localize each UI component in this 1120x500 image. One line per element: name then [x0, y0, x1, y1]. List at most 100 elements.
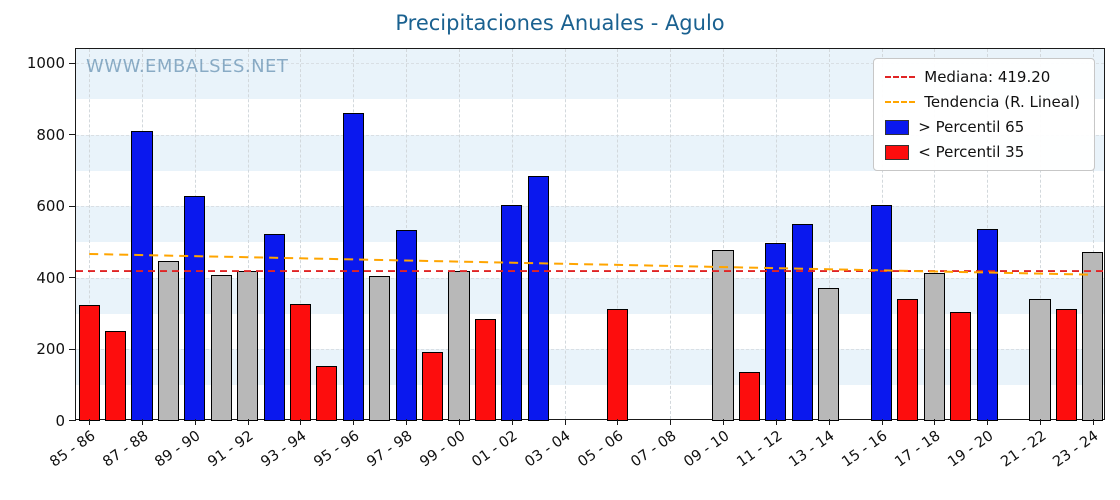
x-tick-mark	[881, 419, 883, 425]
bar-16-17	[897, 299, 919, 421]
vertical-gridline	[670, 49, 672, 419]
horizontal-gridline	[76, 277, 1104, 279]
x-tick-mark	[1092, 419, 1094, 425]
legend: Mediana: 419.20 Tendencia (R. Lineal) > …	[873, 58, 1095, 171]
background-band	[76, 206, 1104, 243]
bar-09-10	[712, 250, 734, 421]
bar-22-23	[1055, 309, 1077, 421]
bar-11-12	[765, 243, 787, 421]
y-tick-label: 200	[36, 340, 65, 359]
y-tick-mark	[69, 205, 76, 207]
x-tick-mark	[775, 419, 777, 425]
bar-89-90	[184, 195, 206, 421]
legend-label-p35: < Percentil 35	[918, 143, 1025, 161]
bar-91-92	[237, 270, 259, 421]
x-tick-label-text: 89 - 90	[152, 428, 205, 471]
bar-85-86	[78, 304, 100, 421]
bar-18-19	[950, 311, 972, 421]
y-tick-label: 800	[36, 125, 65, 144]
vertical-gridline	[617, 49, 619, 419]
red-bar-swatch-icon	[885, 144, 910, 160]
x-tick-mark	[300, 419, 302, 425]
x-tick-label-text: 93 - 94	[258, 428, 310, 471]
bar-96-97	[369, 275, 391, 421]
horizontal-gridline	[76, 63, 1104, 65]
vertical-gridline	[300, 49, 302, 419]
y-tick-label: 600	[36, 197, 65, 216]
vertical-gridline	[247, 49, 249, 419]
x-tick-mark	[247, 419, 249, 425]
vertical-gridline	[1039, 49, 1041, 419]
bar-00-01	[474, 318, 496, 421]
legend-item-p35: < Percentil 35	[885, 143, 1080, 161]
watermark: WWW.EMBALSES.NET	[86, 56, 289, 77]
x-tick-mark	[511, 419, 513, 425]
horizontal-gridline	[76, 134, 1104, 136]
x-tick-mark	[987, 419, 989, 425]
vertical-gridline	[828, 49, 830, 419]
chart-title: Precipitaciones Anuales - Agulo	[395, 11, 725, 35]
legend-label-p65: > Percentil 65	[918, 118, 1025, 136]
y-tick-mark	[69, 420, 76, 422]
bar-92-93	[263, 233, 285, 421]
x-tick-mark	[564, 419, 566, 425]
y-tick-label: 1000	[26, 54, 65, 73]
bar-87-88	[131, 131, 153, 421]
x-tick-mark	[458, 419, 460, 425]
x-tick-label-text: 07 - 08	[628, 428, 680, 471]
legend-label-median: Mediana: 419.20	[924, 68, 1051, 86]
x-tick-mark	[617, 419, 619, 425]
bar-21-22	[1029, 298, 1051, 421]
x-tick-label-text: 97 - 98	[364, 428, 416, 471]
bar-19-20	[976, 228, 998, 421]
x-tick-label-text: 21 - 22	[997, 428, 1050, 471]
bar-93-94	[289, 304, 312, 421]
vertical-gridline	[89, 49, 91, 419]
x-tick-label-text: 09 - 10	[680, 428, 733, 471]
x-tick-label-text: 17 - 18	[892, 428, 944, 471]
horizontal-gridline	[76, 349, 1104, 351]
legend-item-trend: Tendencia (R. Lineal)	[885, 93, 1080, 111]
y-tick-mark	[69, 277, 76, 279]
x-tick-label-text: 91 - 92	[205, 428, 257, 471]
vertical-gridline	[934, 49, 936, 419]
bar-90-91	[210, 275, 232, 421]
x-tick-label-text: 85 - 86	[47, 428, 99, 471]
vertical-gridline	[775, 49, 777, 419]
x-tick-label-text: 11 - 12	[733, 428, 786, 471]
x-tick-label-text: 05 - 06	[575, 428, 627, 471]
bar-17-18	[923, 272, 945, 421]
legend-item-median: Mediana: 419.20	[885, 68, 1080, 86]
blue-bar-swatch-icon	[885, 119, 910, 135]
x-tick-mark	[1039, 419, 1041, 425]
x-tick-label-text: 19 - 20	[945, 428, 997, 471]
y-tick-mark	[69, 62, 76, 64]
x-tick-label-text: 23 - 24	[1050, 428, 1102, 471]
bar-86-87	[105, 330, 127, 421]
plot-area: WWW.EMBALSES.NET Mediana: 419.20 Tendenc…	[27, 48, 1106, 471]
bar-02-03	[527, 175, 549, 421]
y-tick-mark	[69, 348, 76, 350]
y-tick-label: 400	[36, 268, 65, 287]
x-tick-label-text: 15 - 16	[839, 428, 891, 471]
bar-94-95	[316, 365, 338, 421]
vertical-gridline	[1092, 49, 1094, 419]
x-tick-mark	[194, 419, 196, 425]
vertical-gridline	[723, 49, 725, 419]
x-tick-mark	[406, 419, 408, 425]
x-tick-label-text: 13 - 14	[786, 428, 838, 471]
trend-dashed-line-icon	[885, 101, 916, 103]
vertical-gridline	[564, 49, 566, 419]
bar-01-02	[501, 205, 523, 421]
bar-97-98	[395, 230, 417, 421]
x-tick-mark	[353, 419, 355, 425]
x-tick-mark	[828, 419, 830, 425]
bar-13-14	[818, 288, 840, 421]
median-dashed-line-icon	[885, 76, 916, 78]
bar-05-06	[606, 309, 628, 421]
bar-12-13	[791, 224, 813, 421]
bar-10-11	[738, 372, 761, 421]
x-tick-label-text: 03 - 04	[522, 428, 574, 471]
legend-label-trend: Tendencia (R. Lineal)	[924, 93, 1080, 111]
x-tick-mark	[89, 419, 91, 425]
